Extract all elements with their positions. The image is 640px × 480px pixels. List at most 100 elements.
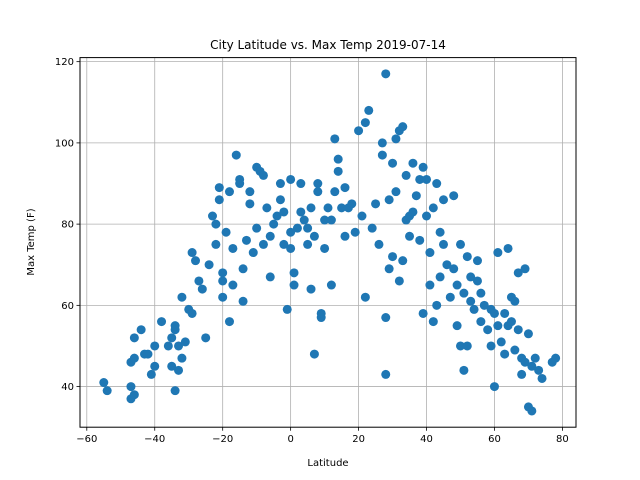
data-point [377, 150, 387, 160]
data-point [415, 174, 425, 184]
data-point [459, 365, 469, 375]
data-point [405, 231, 415, 241]
data-point [503, 243, 513, 253]
data-point [146, 369, 156, 379]
data-point [384, 195, 394, 205]
data-point [279, 239, 289, 249]
data-point [177, 353, 187, 363]
y-axis-label: Max Temp (F) [26, 208, 37, 275]
data-point [211, 219, 221, 229]
data-point [455, 239, 465, 249]
x-tick-label: −20 [212, 434, 233, 445]
data-point [286, 227, 296, 237]
data-point [371, 199, 381, 209]
data-point [408, 158, 418, 168]
data-point [510, 296, 520, 306]
data-point [466, 272, 476, 282]
data-point [129, 353, 139, 363]
data-point [452, 280, 462, 290]
data-point [326, 215, 336, 225]
data-point [527, 361, 537, 371]
y-tick-label: 120 [55, 57, 74, 68]
data-point [313, 179, 323, 189]
data-point [432, 179, 442, 189]
data-point [496, 337, 506, 347]
plot-frame [79, 57, 577, 428]
data-point [489, 308, 499, 318]
data-point [422, 211, 432, 221]
data-point [258, 239, 268, 249]
x-axis-ticks: −60 −40 −20 0 20 40 60 80 [76, 427, 569, 445]
data-point [170, 325, 180, 335]
data-point [326, 280, 336, 290]
data-point [367, 223, 377, 233]
data-point [432, 300, 442, 310]
data-point [500, 308, 510, 318]
data-point [360, 118, 370, 128]
data-point [252, 223, 262, 233]
data-point [306, 284, 316, 294]
data-point [340, 231, 350, 241]
data-point [323, 203, 333, 213]
data-point [425, 280, 435, 290]
data-point [360, 292, 370, 302]
data-point [391, 187, 401, 197]
data-point [377, 138, 387, 148]
data-point [394, 276, 404, 286]
data-point [483, 325, 493, 335]
data-point [313, 187, 323, 197]
data-point [476, 317, 486, 327]
data-point [150, 361, 160, 371]
data-point [150, 341, 160, 351]
data-point [303, 223, 313, 233]
data-point [194, 276, 204, 286]
data-point [462, 252, 472, 262]
data-point [286, 243, 296, 253]
data-point [347, 199, 357, 209]
data-point [238, 264, 248, 274]
data-point [292, 223, 302, 233]
gridlines [80, 57, 576, 428]
data-point [320, 215, 330, 225]
data-point [211, 239, 221, 249]
data-point [517, 369, 527, 379]
data-point [418, 308, 428, 318]
data-point [445, 292, 455, 302]
data-point [224, 187, 234, 197]
x-tick-label: 80 [556, 434, 569, 445]
x-tick-label: −40 [144, 434, 165, 445]
data-point [265, 231, 275, 241]
x-tick-label: 20 [352, 434, 365, 445]
data-point [258, 170, 268, 180]
data-point [102, 386, 112, 396]
data-point [381, 369, 391, 379]
data-point [442, 260, 452, 270]
data-point [476, 288, 486, 298]
data-point [510, 345, 520, 355]
data-point [489, 382, 499, 392]
data-point [248, 248, 258, 258]
data-point [214, 195, 224, 205]
data-point [398, 256, 408, 266]
data-point [201, 333, 211, 343]
x-tick-label: 40 [420, 434, 433, 445]
data-point [364, 105, 374, 115]
data-point [221, 227, 231, 237]
data-point [174, 365, 184, 375]
data-point [224, 317, 234, 327]
data-point [411, 191, 421, 201]
data-point [214, 183, 224, 193]
data-point [425, 248, 435, 258]
data-point [350, 227, 360, 237]
data-point [272, 211, 282, 221]
data-point [228, 243, 238, 253]
chart-title: City Latitude vs. Max Temp 2019-07-14 [210, 38, 446, 52]
data-point [472, 256, 482, 266]
data-point [333, 166, 343, 176]
data-point [388, 158, 398, 168]
data-point [309, 349, 319, 359]
data-point [99, 378, 109, 388]
data-point [330, 134, 340, 144]
data-point [527, 406, 537, 416]
data-point [381, 313, 391, 323]
